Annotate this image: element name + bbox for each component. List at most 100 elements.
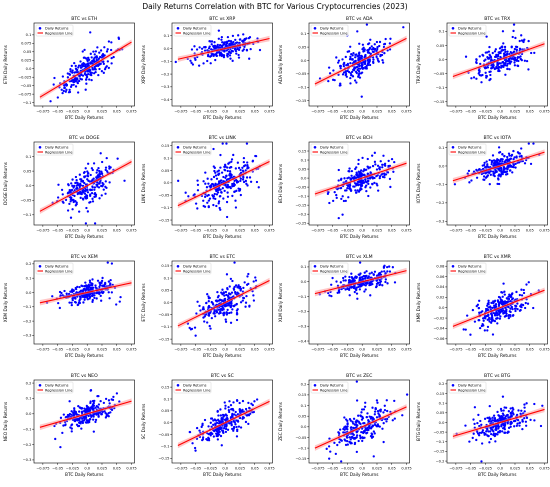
data-point [349,82,352,85]
data-point [479,460,483,463]
x-axis-label: BTC Daily Returns [203,234,242,240]
data-point [497,304,500,308]
legend-label: Daily Returns [458,265,482,269]
data-point [247,37,250,40]
data-point [83,298,86,301]
data-point [346,439,349,443]
data-point [353,436,356,440]
data-point [364,186,367,189]
y-tick-label: 0.06 [436,275,445,279]
y-tick-label: −0.05 [158,313,169,317]
data-point [357,158,360,162]
data-point [209,417,212,420]
data-point [502,155,505,158]
data-point [381,163,384,166]
data-point [479,81,483,84]
data-point [89,73,92,76]
data-point [355,434,359,437]
data-point [348,275,351,279]
y-tick-label: 0.1 [301,265,307,269]
data-point [383,52,386,55]
data-point [224,320,227,323]
data-point [238,168,242,172]
data-point [218,195,221,198]
data-point [235,399,238,403]
data-point [222,168,226,171]
data-point [220,444,223,447]
data-point [245,176,248,179]
data-point [372,58,375,61]
data-point [484,430,487,433]
data-point [393,399,396,403]
data-point [388,265,391,268]
data-point [228,54,231,57]
data-point [252,299,255,302]
data-point [382,440,385,444]
x-tick-label: 0.075 [401,229,411,233]
data-point [355,292,359,295]
x-tick-label: −0.05 [190,467,201,471]
y-axis-label: NEO Daily Returns [3,401,9,441]
data-point [490,316,493,319]
y-tick-label: 0.05 [23,169,31,173]
data-point [241,49,244,52]
data-point [252,280,255,283]
data-point [98,182,101,185]
data-point [226,406,230,409]
data-point [340,197,343,200]
data-point [370,271,373,274]
x-tick-label: −0.075 [174,467,187,471]
data-point [497,67,500,71]
data-point [505,50,509,53]
data-point [206,54,210,58]
y-tick-label: 0.08 [436,264,445,268]
data-point [216,414,220,417]
data-point [247,304,251,307]
data-point [347,279,351,282]
data-point [220,288,224,291]
legend-label: Daily Returns [320,146,344,150]
data-point [88,281,92,284]
data-point [234,284,237,287]
data-point [499,298,502,301]
data-point [490,314,493,318]
data-point [365,189,368,193]
data-point [374,163,377,166]
data-point [485,304,488,307]
data-point [222,54,225,57]
data-point [510,153,513,157]
data-point [484,51,487,54]
data-point [74,181,77,185]
data-point [190,442,194,445]
data-point [493,50,496,53]
data-point [74,78,77,81]
data-point [99,55,102,59]
x-tick-label: 0.0 [222,229,228,233]
data-point [64,416,67,419]
data-point [229,304,233,307]
data-point [375,416,379,419]
data-point [242,45,246,48]
data-point [94,286,97,289]
data-point [88,297,91,300]
data-point [513,36,517,40]
data-point [207,312,210,316]
data-point [496,300,499,303]
data-point [329,450,332,453]
data-point [503,50,507,53]
data-point [349,61,352,65]
data-point [373,432,376,435]
data-point [245,142,248,145]
data-point [491,65,494,68]
data-point [381,175,385,179]
regression-line [452,408,545,437]
data-point [224,430,227,434]
data-point [511,149,515,153]
data-point [217,29,220,32]
y-tick-label: −0.3 [23,458,32,462]
data-point [213,197,216,201]
legend-label: Regression Line [458,388,486,392]
data-point [498,415,501,419]
